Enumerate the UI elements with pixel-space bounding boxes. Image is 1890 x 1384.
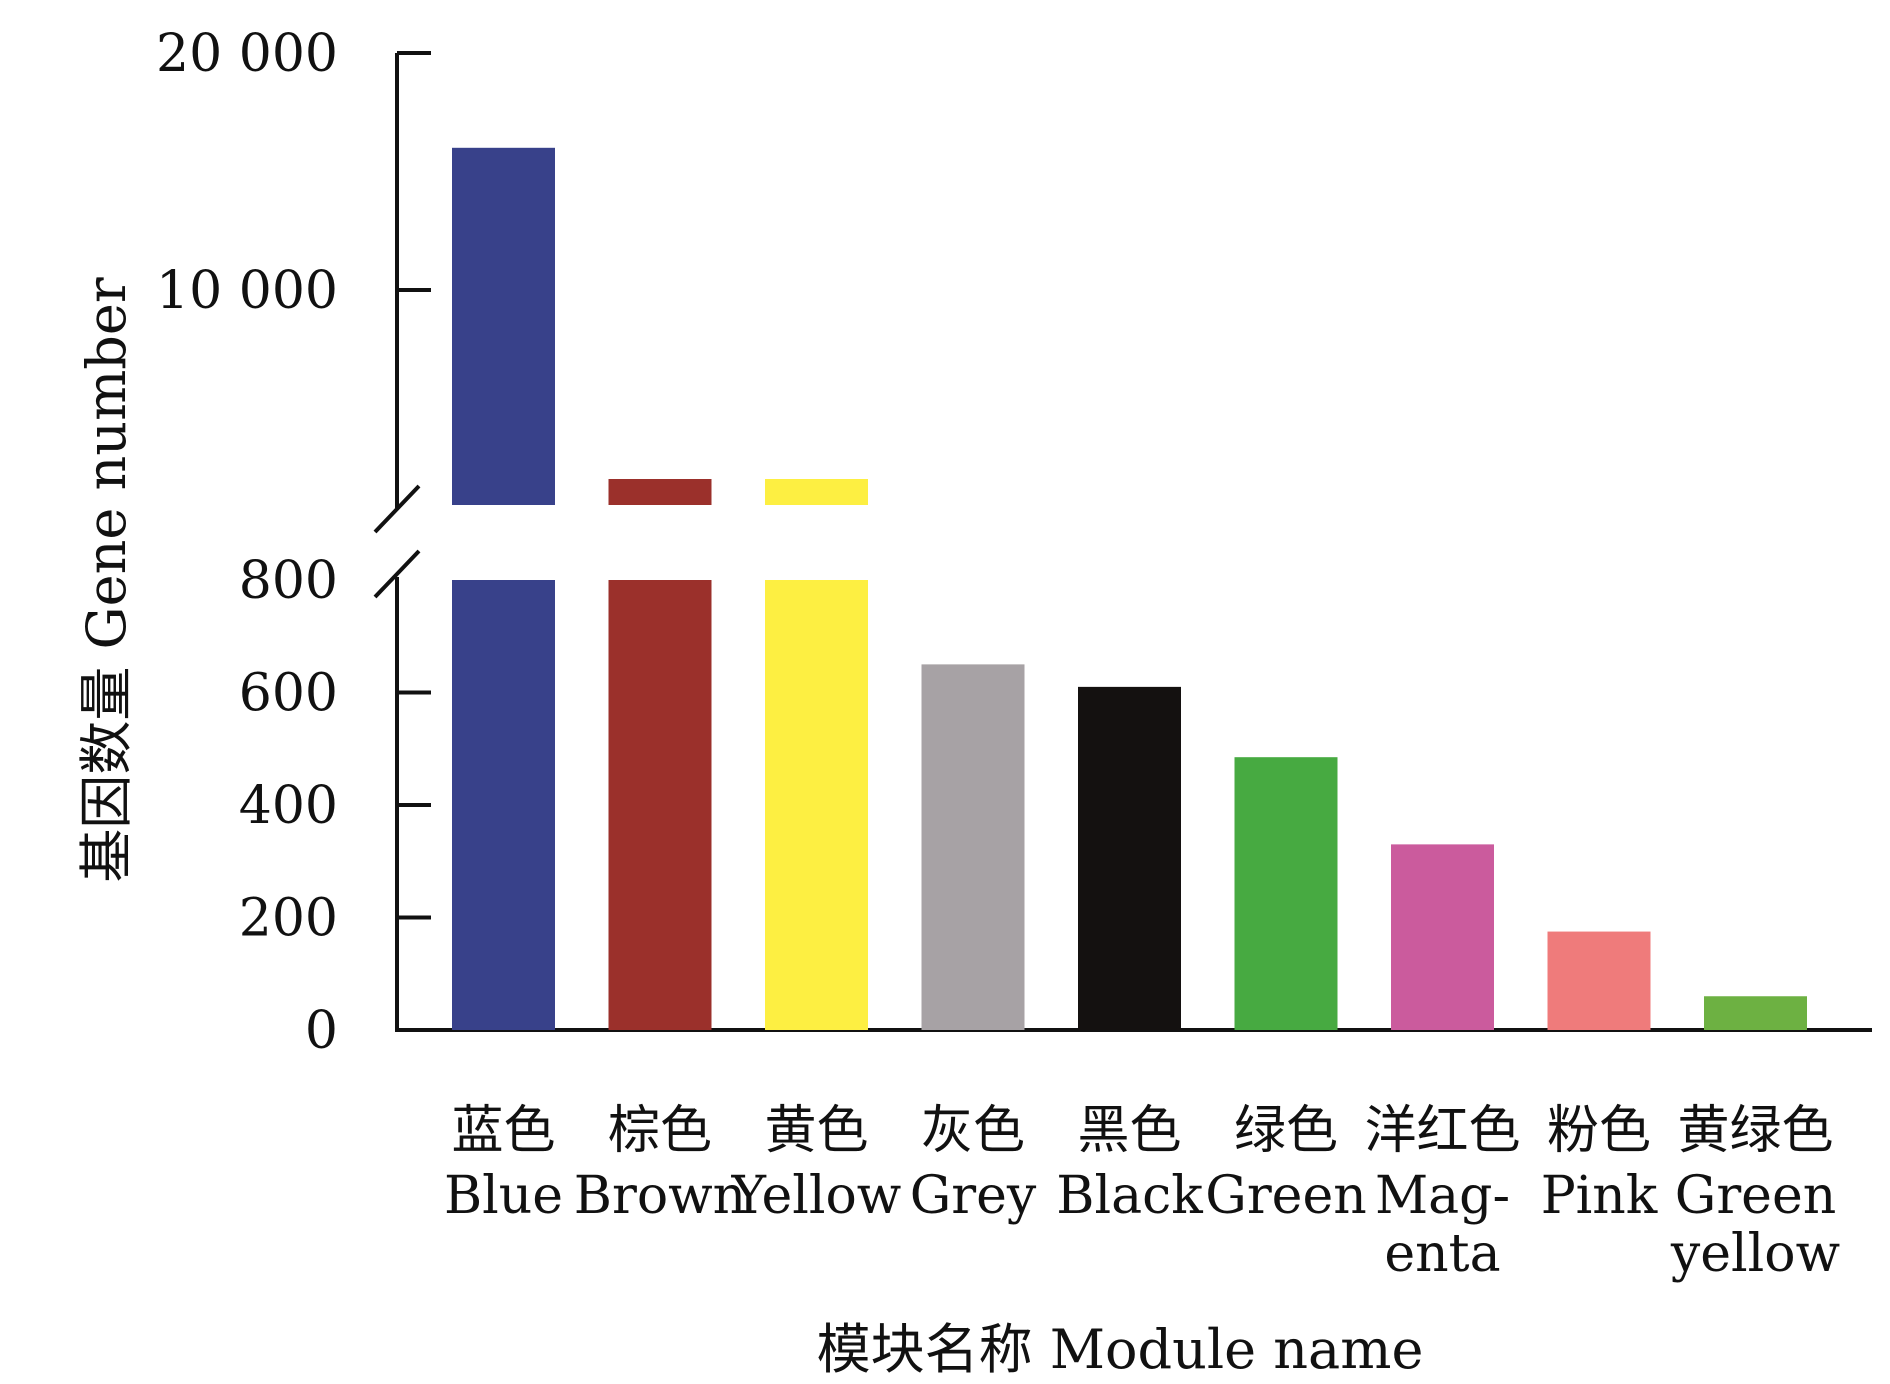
category-label-zh: 洋红色 <box>1364 1101 1520 1161</box>
bar <box>1704 996 1807 1030</box>
bars <box>452 147 1807 1030</box>
category-label-zh: 黄色 <box>764 1101 868 1161</box>
bar <box>1234 757 1338 1030</box>
category-label-en: enta <box>1384 1224 1500 1284</box>
bar-upper-segment <box>608 479 712 505</box>
category-labels: 蓝色Blue棕色Brown黄色Yellow灰色Grey黑色Black绿色Gree… <box>444 1101 1840 1284</box>
y-tick-label: 200 <box>239 889 338 949</box>
category-label-zh: 黄绿色 <box>1677 1101 1833 1161</box>
bar-upper-segment <box>452 147 555 506</box>
category-label-zh: 绿色 <box>1234 1101 1338 1161</box>
bar <box>921 664 1025 1030</box>
y-tick-label: 10 000 <box>156 261 338 321</box>
category-label-en: Green <box>1675 1166 1836 1226</box>
category-label-en: Brown <box>574 1166 746 1226</box>
category-label-en: Pink <box>1541 1166 1658 1226</box>
y-axis-title: 基因数量 Gene number <box>75 277 138 882</box>
y-tick-label: 600 <box>239 664 338 724</box>
category-label-en: Mag- <box>1375 1166 1510 1226</box>
y-tick-label: 400 <box>239 776 338 836</box>
bar <box>765 580 868 1030</box>
category-label-zh: 蓝色 <box>451 1101 555 1161</box>
category-label-zh: 粉色 <box>1547 1101 1651 1161</box>
category-label-en: Yellow <box>731 1166 902 1226</box>
bar <box>1391 844 1494 1030</box>
category-label-en: Blue <box>444 1166 563 1226</box>
category-label-zh: 黑色 <box>1077 1101 1181 1161</box>
bar-upper-segment <box>765 479 868 505</box>
category-label-zh: 棕色 <box>608 1101 712 1161</box>
bar <box>452 580 555 1030</box>
category-label-en: Grey <box>910 1166 1037 1226</box>
y-tick-label: 20 000 <box>156 24 338 84</box>
x-axis-title: 模块名称 Module name <box>817 1318 1424 1381</box>
tick-labels: 0 200 400 600 800 10 000 20 000 <box>156 24 338 1061</box>
category-label-en: Green <box>1205 1166 1366 1226</box>
category-label-en: yellow <box>1670 1224 1840 1284</box>
axis-break-mark-upper <box>373 484 421 534</box>
bar <box>608 580 712 1030</box>
category-label-en: Black <box>1056 1166 1203 1226</box>
bar <box>1547 931 1651 1030</box>
y-tick-label: 0 <box>305 1001 338 1061</box>
category-label-zh: 灰色 <box>921 1101 1025 1161</box>
axis-break-mark-lower <box>373 549 421 599</box>
bar <box>1078 686 1181 1030</box>
y-tick-label: 800 <box>239 551 338 611</box>
